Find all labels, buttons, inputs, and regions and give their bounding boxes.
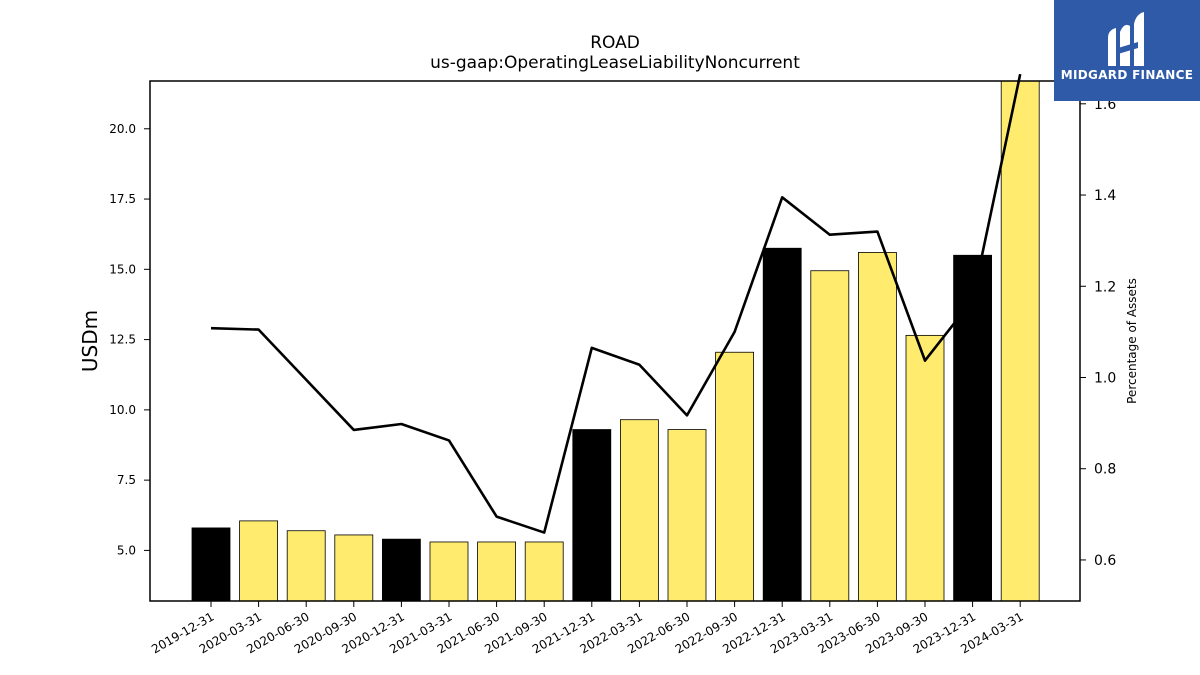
bar bbox=[715, 351, 754, 602]
y-right-tick-label: 1.4 bbox=[1094, 188, 1116, 204]
plot-frame bbox=[149, 80, 1081, 602]
bar bbox=[381, 538, 421, 602]
bar bbox=[1000, 80, 1040, 602]
left-axis-ticks: 5.0 7.5 10.0 12.5 15.0 17.5 20.0 bbox=[109, 122, 150, 557]
bar bbox=[239, 520, 279, 602]
line-group bbox=[210, 73, 1022, 534]
bar bbox=[429, 541, 469, 602]
percentage-line bbox=[210, 73, 1022, 534]
chart-title: ROAD bbox=[590, 33, 640, 53]
y-tick-label: 17.5 bbox=[109, 192, 136, 206]
bar bbox=[620, 419, 659, 602]
bar bbox=[953, 254, 992, 602]
bar bbox=[667, 429, 707, 602]
y-tick-label: 20.0 bbox=[109, 122, 136, 136]
y-tick-label: 7.5 bbox=[117, 473, 136, 487]
y-tick-label: 12.5 bbox=[109, 333, 136, 347]
right-axis-ticks: 0.60.81.01.21.41.6 bbox=[1080, 97, 1116, 569]
left-axis-label: USDm bbox=[78, 310, 102, 372]
bar bbox=[858, 252, 897, 602]
y-right-tick-label: 0.8 bbox=[1094, 462, 1116, 478]
right-axis-label: Percentage of Assets bbox=[1125, 278, 1139, 404]
bar bbox=[572, 429, 612, 602]
bar bbox=[810, 270, 850, 602]
bar bbox=[286, 530, 326, 602]
bar bbox=[905, 334, 945, 602]
logo-text: MIDGARD FINANCE bbox=[1060, 68, 1194, 82]
y-tick-label: 10.0 bbox=[109, 403, 136, 417]
y-tick-label: 15.0 bbox=[109, 262, 136, 276]
y-tick-label: 5.0 bbox=[117, 543, 136, 557]
y-right-tick-label: 1.2 bbox=[1094, 279, 1116, 295]
brand-logo: MIDGARD FINANCE bbox=[1054, 0, 1200, 101]
bar bbox=[762, 247, 802, 602]
bar bbox=[191, 527, 231, 602]
y-right-tick-label: 0.6 bbox=[1094, 553, 1116, 569]
bar bbox=[477, 541, 517, 602]
midgard-logo-icon bbox=[1108, 12, 1144, 66]
chart-subtitle: us-gaap:OperatingLeaseLiabilityNoncurren… bbox=[430, 53, 800, 73]
bar bbox=[524, 541, 564, 602]
x-axis-ticks: 2019-12-312020-03-312020-06-302020-09-30… bbox=[149, 601, 1026, 656]
y-right-tick-label: 1.0 bbox=[1094, 370, 1116, 386]
bar bbox=[334, 534, 374, 602]
bars-group bbox=[191, 80, 1040, 602]
